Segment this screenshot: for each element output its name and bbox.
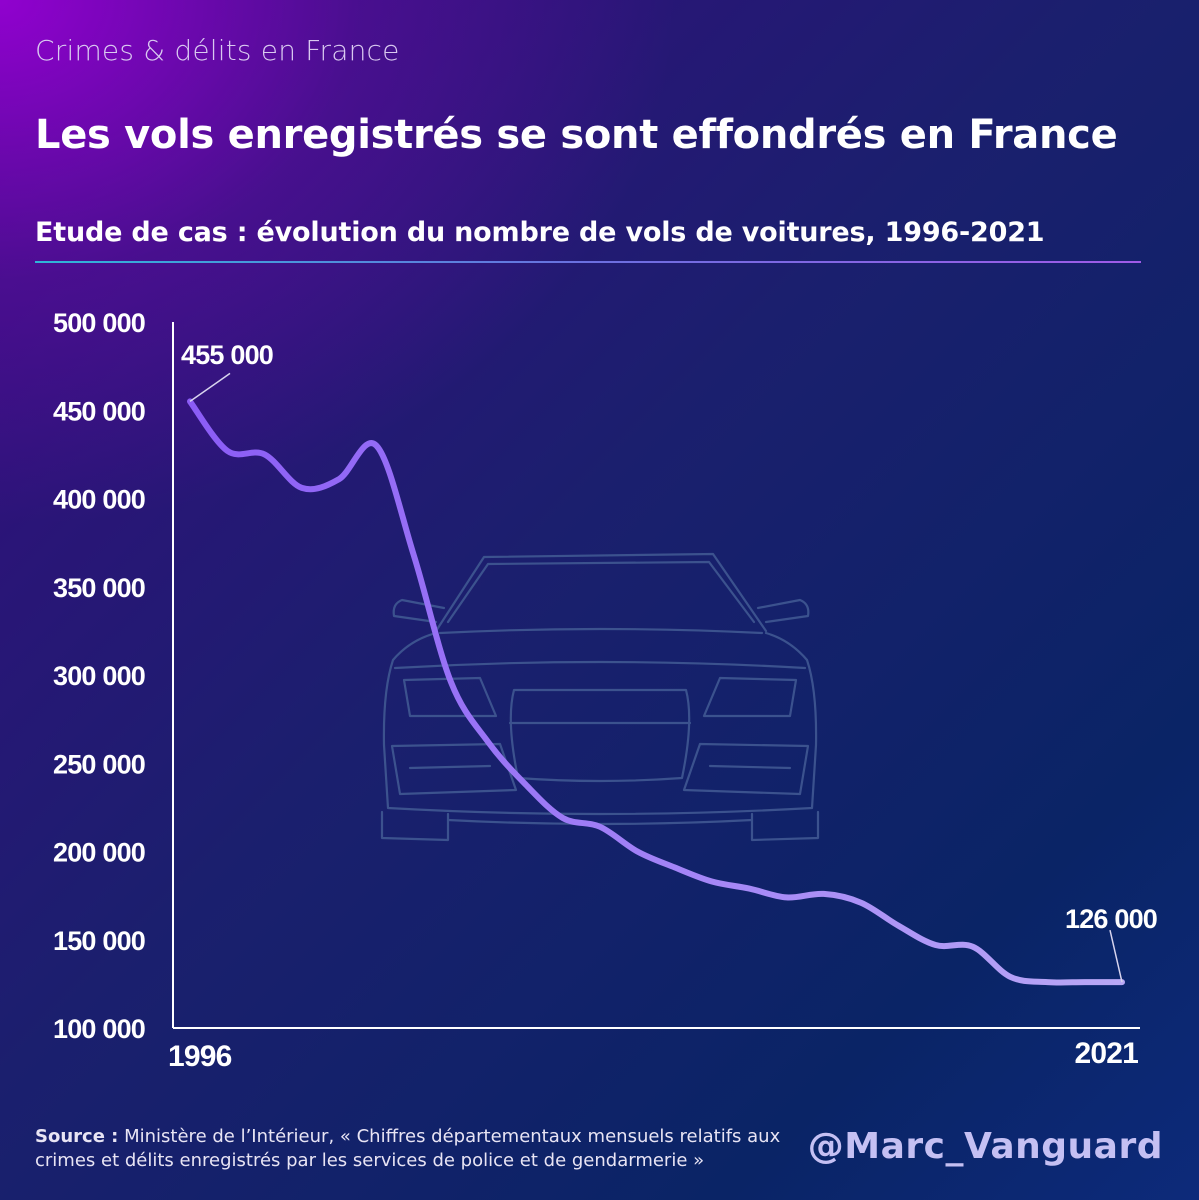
car-icon [380, 552, 820, 842]
y-tick-label: 300 000 [53, 661, 145, 691]
y-tick-label: 150 000 [53, 926, 145, 956]
y-tick-label: 450 000 [53, 396, 145, 426]
y-tick-label: 350 000 [53, 573, 145, 603]
author-handle: @Marc_Vanguard [807, 1126, 1163, 1167]
annotations: 455 000 126 000 [181, 340, 1158, 983]
source-label: Source : [35, 1126, 119, 1147]
y-tick-label: 250 000 [53, 749, 145, 779]
y-tick-label: 500 000 [53, 308, 145, 338]
y-tick-label: 200 000 [53, 838, 145, 868]
y-axis: 500 000 450 000 400 000 350 000 300 000 250 0… [53, 308, 146, 1044]
chart-axes [172, 322, 1140, 1029]
chart-title: Les vols enregistrés se sont effondrés e… [35, 112, 1118, 158]
data-label: 126 000 [1065, 904, 1157, 934]
x-tick-label: 1996 [168, 1040, 232, 1073]
source-note: Source : Ministère de l’Intérieur, « Chi… [35, 1125, 835, 1173]
chart-subtitle: Etude de cas : évolution du nombre de vo… [35, 217, 1045, 248]
y-tick-label: 100 000 [53, 1014, 145, 1044]
y-tick-label: 400 000 [53, 485, 145, 515]
data-label: 455 000 [181, 340, 273, 370]
kicker: Crimes & délits en France [35, 34, 400, 67]
source-text: Ministère de l’Intérieur, « Chiffres dép… [35, 1126, 781, 1171]
annotation-leader [189, 372, 231, 403]
series-line [187, 398, 1125, 986]
x-tick-label: 2021 [1074, 1037, 1138, 1070]
subtitle-rule [35, 261, 1141, 263]
series-layer [187, 398, 1125, 986]
annotation-leader [1109, 929, 1123, 983]
x-axis: 1996 2021 [168, 1037, 1139, 1073]
